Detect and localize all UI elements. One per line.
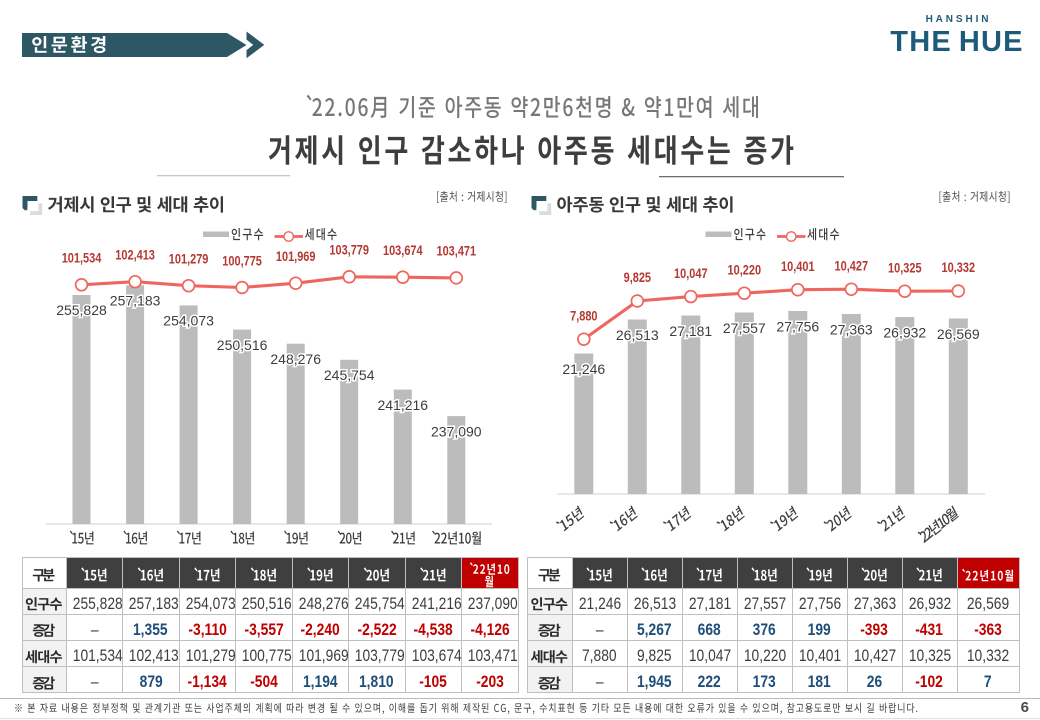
svg-text:103,674: 103,674 [383,243,423,258]
svg-text:10,047: 10,047 [674,266,708,281]
svg-text:27,557: 27,557 [723,320,766,336]
svg-text:26,513: 26,513 [616,327,659,343]
svg-text:101,534: 101,534 [62,251,102,266]
svg-text:10,332: 10,332 [942,260,976,275]
svg-text:101,969: 101,969 [276,249,316,264]
svg-text:10,325: 10,325 [888,260,922,275]
svg-text:255,828: 255,828 [56,302,107,318]
svg-text:26,932: 26,932 [883,325,926,341]
svg-text:102,413: 102,413 [115,247,155,262]
svg-text:21,246: 21,246 [562,361,605,377]
svg-text:254,073: 254,073 [163,313,214,329]
svg-text:237,090: 237,090 [431,423,482,439]
svg-text:241,216: 241,216 [377,397,428,413]
svg-text:9,825: 9,825 [624,270,652,285]
svg-text:100,775: 100,775 [222,253,262,268]
svg-text:27,181: 27,181 [669,323,712,339]
svg-text:101,279: 101,279 [169,251,209,266]
svg-text:10,220: 10,220 [728,262,762,277]
svg-text:248,276: 248,276 [270,351,321,367]
svg-text:10,401: 10,401 [781,259,815,274]
svg-text:257,183: 257,183 [110,293,161,309]
svg-text:27,756: 27,756 [776,319,819,335]
svg-text:27,363: 27,363 [830,322,873,338]
svg-text:245,754: 245,754 [324,367,375,383]
svg-text:103,779: 103,779 [329,243,369,258]
svg-text:250,516: 250,516 [217,337,268,353]
svg-text:103,471: 103,471 [436,244,476,259]
svg-text:26,569: 26,569 [937,326,980,342]
svg-text:7,880: 7,880 [570,308,598,323]
svg-text:10,427: 10,427 [835,258,869,273]
